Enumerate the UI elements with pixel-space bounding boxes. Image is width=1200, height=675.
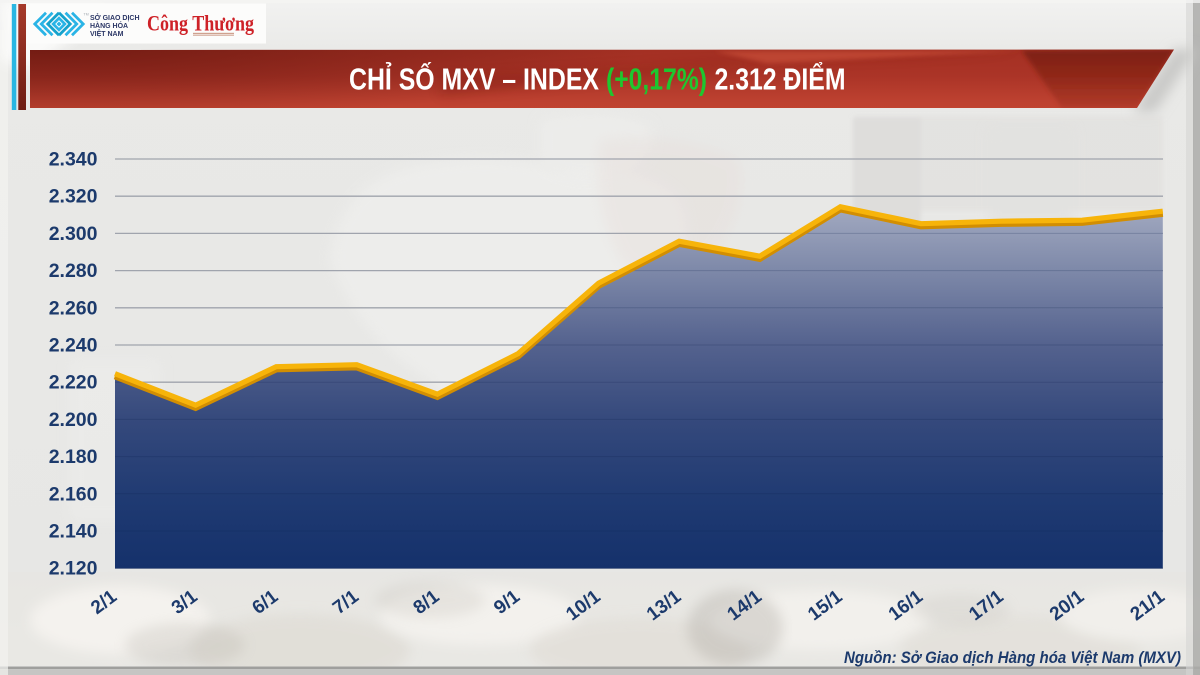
svg-text:Công Thương: Công Thương — [147, 11, 254, 36]
svg-text:2.280: 2.280 — [49, 260, 98, 282]
svg-text:2.200: 2.200 — [49, 409, 98, 431]
svg-text:VIỆT NAM: VIỆT NAM — [90, 29, 124, 38]
svg-text:2.340: 2.340 — [49, 149, 98, 171]
svg-text:2.120: 2.120 — [49, 558, 98, 580]
svg-text:2.260: 2.260 — [49, 297, 98, 319]
svg-text:(+0,17%): (+0,17%) — [606, 62, 707, 97]
svg-text:CHỈ SỐ MXV – INDEX: CHỈ SỐ MXV – INDEX — [349, 61, 599, 97]
svg-text:Nguồn: Sở Giao dịch Hàng hóa V: Nguồn: Sở Giao dịch Hàng hóa Việt Nam (M… — [844, 648, 1181, 667]
svg-text:TM: TM — [84, 13, 89, 17]
svg-text:2.140: 2.140 — [49, 521, 98, 543]
svg-text:2.312 ĐIỂM: 2.312 ĐIỂM — [715, 62, 846, 97]
svg-text:SỞ GIAO DỊCH: SỞ GIAO DỊCH — [90, 13, 140, 22]
svg-text:2.160: 2.160 — [49, 483, 98, 505]
svg-text:2.300: 2.300 — [49, 223, 98, 245]
svg-text:2.320: 2.320 — [49, 186, 98, 208]
svg-text:HÀNG HÓA: HÀNG HÓA — [90, 21, 128, 30]
svg-text:2.180: 2.180 — [49, 446, 98, 468]
svg-text:2.220: 2.220 — [49, 372, 98, 394]
svg-text:2.240: 2.240 — [49, 335, 98, 357]
